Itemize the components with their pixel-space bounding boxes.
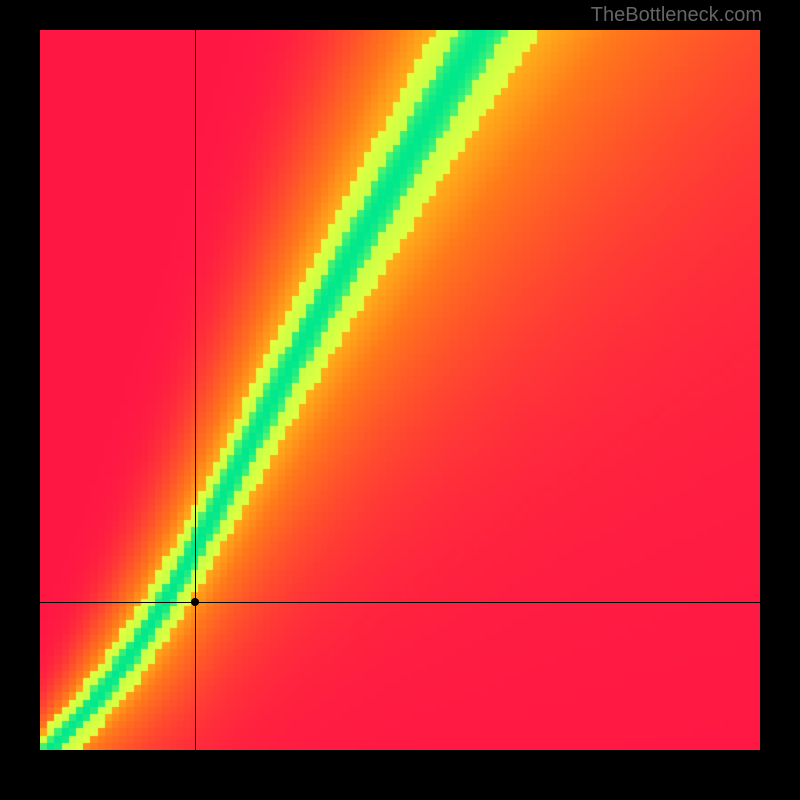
crosshair-marker (191, 598, 199, 606)
crosshair-horizontal (40, 602, 760, 603)
crosshair-vertical (195, 30, 196, 750)
watermark-text: TheBottleneck.com (591, 4, 762, 27)
heatmap-canvas (40, 30, 760, 750)
heatmap-chart (40, 30, 760, 750)
